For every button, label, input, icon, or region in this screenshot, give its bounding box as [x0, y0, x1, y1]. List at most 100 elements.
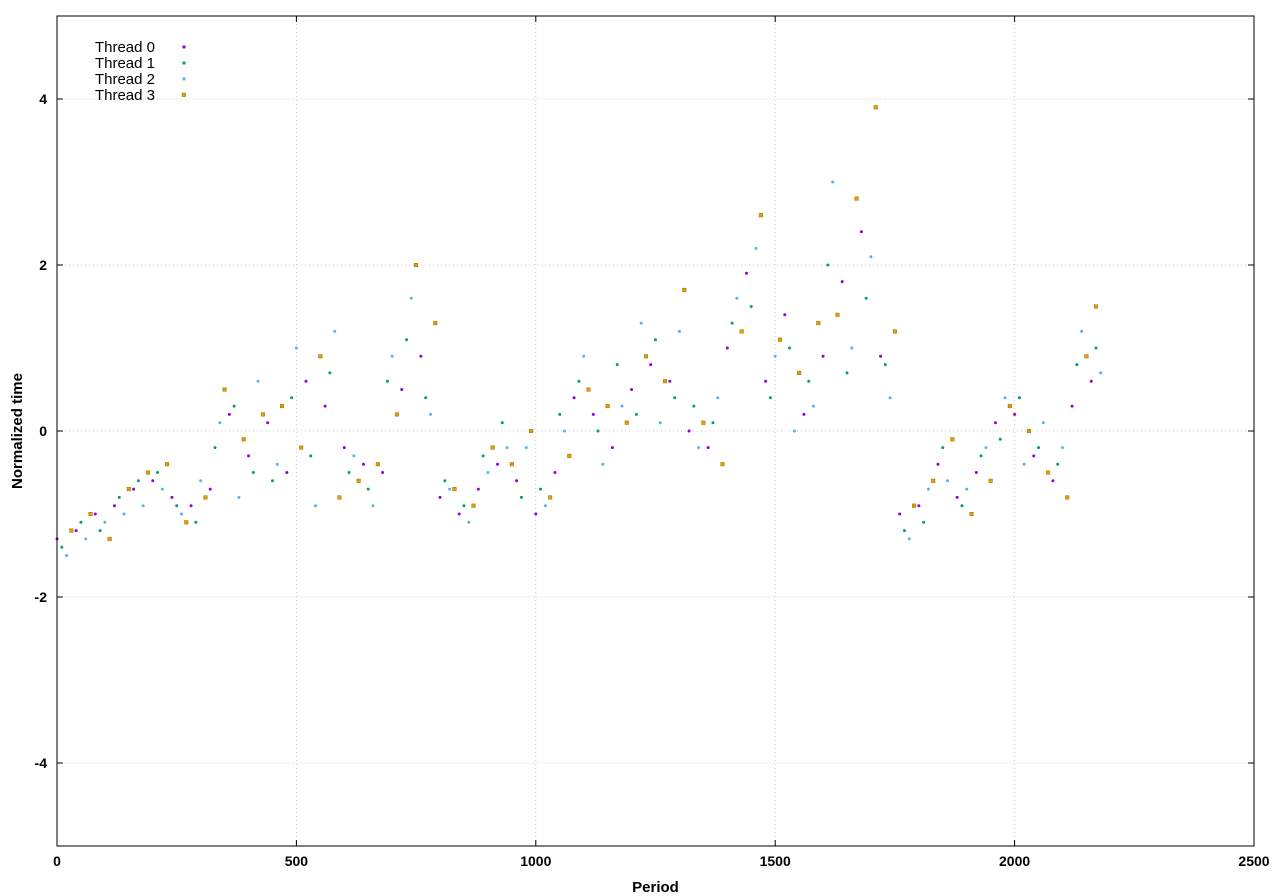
data-point	[251, 471, 255, 474]
data-point	[314, 504, 318, 508]
data-point	[381, 471, 385, 474]
data-point	[869, 255, 873, 259]
data-point	[79, 520, 83, 524]
data-point	[601, 462, 605, 466]
data-point	[390, 354, 394, 358]
data-point	[285, 471, 289, 474]
data-point	[902, 529, 906, 533]
data-point	[682, 287, 687, 292]
data-point	[462, 504, 466, 508]
data-point	[260, 412, 265, 417]
data-point	[117, 495, 121, 499]
data-point	[103, 520, 107, 524]
data-point	[1017, 396, 1021, 400]
data-point	[950, 437, 955, 442]
data-point	[74, 529, 78, 533]
data-point	[634, 412, 638, 416]
data-point	[69, 528, 74, 533]
data-point	[850, 346, 854, 350]
data-point	[835, 312, 840, 317]
data-point	[443, 479, 447, 483]
data-point	[1075, 363, 1079, 367]
data-point	[304, 379, 308, 383]
data-point	[1003, 396, 1007, 400]
data-point	[706, 446, 710, 450]
data-point	[754, 246, 758, 250]
x-tick-label: 2500	[1238, 853, 1269, 869]
data-point	[160, 487, 164, 491]
data-point	[692, 404, 696, 408]
data-point	[591, 412, 595, 416]
data-point	[969, 512, 974, 517]
data-point	[165, 462, 170, 467]
data-point	[879, 354, 883, 358]
data-point	[917, 504, 921, 508]
data-point	[199, 479, 203, 483]
data-point	[270, 479, 274, 483]
data-point	[783, 313, 787, 317]
data-point	[419, 354, 423, 358]
legend-label: Thread 1	[95, 55, 155, 72]
data-point	[112, 504, 116, 508]
data-point	[764, 379, 768, 383]
data-point	[548, 495, 553, 500]
data-point	[366, 487, 370, 491]
data-point	[84, 537, 88, 541]
data-point	[170, 495, 174, 499]
data-point	[352, 454, 356, 458]
legend-label: Thread 3	[95, 87, 155, 104]
data-point	[515, 479, 519, 483]
data-point	[247, 454, 251, 458]
data-point	[323, 404, 327, 408]
data-point	[624, 420, 629, 425]
data-point	[428, 412, 432, 416]
data-point	[1037, 446, 1041, 450]
data-point	[912, 503, 917, 508]
data-point	[864, 296, 868, 300]
data-point	[227, 412, 231, 416]
data-point	[184, 520, 189, 525]
data-point	[739, 329, 744, 334]
data-point	[218, 421, 222, 425]
data-point	[213, 446, 217, 450]
data-point	[687, 429, 691, 433]
y-tick-label: -2	[35, 589, 48, 605]
x-tick-label: 0	[53, 853, 61, 869]
legend-label: Thread 0	[95, 39, 155, 56]
data-point	[509, 462, 514, 467]
data-point	[65, 554, 69, 557]
data-point	[189, 504, 193, 508]
data-point	[673, 396, 677, 400]
data-point	[941, 446, 945, 450]
data-point	[151, 479, 155, 483]
data-point	[471, 503, 476, 508]
legend-swatch	[182, 77, 186, 81]
data-point	[873, 105, 878, 110]
data-point	[1099, 371, 1103, 375]
data-point	[758, 213, 763, 218]
data-point	[610, 446, 614, 450]
data-point	[203, 495, 208, 500]
data-point	[988, 478, 993, 483]
data-point	[467, 520, 471, 524]
data-point	[615, 363, 619, 367]
data-point	[539, 487, 543, 491]
data-point	[854, 196, 859, 201]
data-point	[936, 462, 940, 466]
data-point	[179, 512, 183, 516]
data-point	[275, 462, 279, 466]
data-point	[448, 487, 452, 491]
data-point	[433, 321, 438, 326]
x-axis-title: Period	[632, 879, 679, 896]
data-point	[677, 329, 681, 333]
grid-lines	[57, 16, 1254, 846]
data-point	[1065, 495, 1070, 500]
data-point	[826, 263, 830, 267]
data-point	[792, 429, 796, 433]
data-point	[812, 404, 816, 408]
data-point	[1013, 412, 1017, 416]
data-point	[777, 337, 782, 342]
legend-swatch	[182, 61, 186, 65]
data-point	[831, 180, 835, 184]
series-thread-2	[65, 180, 1103, 557]
